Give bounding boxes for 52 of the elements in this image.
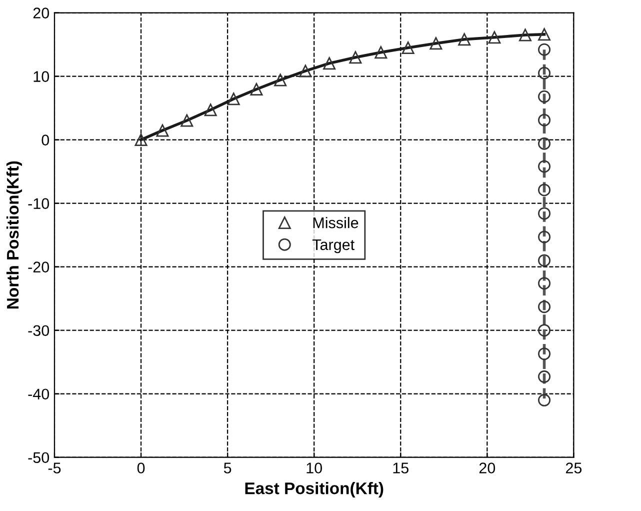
x-tick-label: 25 (566, 462, 582, 474)
point (538, 370, 551, 383)
y-tick-label: -50 (28, 452, 50, 464)
y-tick-label: -40 (28, 388, 50, 400)
point (538, 230, 551, 244)
point (156, 124, 169, 137)
point (134, 134, 148, 146)
point (430, 37, 442, 50)
x-tick-label: 20 (479, 462, 496, 474)
x-tick-label: -5 (48, 462, 61, 474)
y-tick-label: 10 (34, 71, 50, 82)
point (538, 43, 551, 56)
point (349, 51, 362, 64)
point (458, 33, 471, 46)
point (538, 207, 551, 220)
point (538, 137, 551, 150)
point (402, 41, 414, 54)
point (227, 92, 240, 106)
y-tick-label: -10 (28, 198, 50, 209)
x-tick-label: 15 (393, 462, 408, 474)
point (488, 31, 501, 44)
point (323, 57, 336, 70)
legend-label: Target (312, 239, 354, 254)
point (299, 64, 312, 78)
point (374, 46, 388, 59)
point (538, 160, 551, 173)
point (538, 254, 551, 267)
point (274, 74, 287, 86)
point (538, 348, 551, 360)
point (538, 324, 551, 337)
x-tick-label: 0 (137, 462, 145, 474)
point (538, 66, 551, 80)
x-axis-title: East Position(Kft) (245, 482, 384, 498)
point (538, 90, 551, 103)
point (204, 104, 217, 116)
x-tick-label: 10 (306, 462, 322, 474)
point (538, 114, 551, 126)
y-tick-label: 20 (33, 8, 50, 18)
legend-label: Missile (313, 217, 358, 228)
y-tick-label: 0 (42, 134, 50, 146)
y-tick-label: -20 (28, 262, 50, 272)
point (518, 28, 532, 42)
point (538, 394, 551, 406)
point (180, 114, 194, 127)
point (538, 300, 551, 314)
point (538, 28, 551, 41)
point (538, 184, 551, 196)
y-axis-title: North Position(Kft) (6, 161, 22, 308)
y-tick-label: -30 (28, 325, 50, 336)
point (538, 277, 551, 290)
x-tick-label: 5 (224, 462, 232, 474)
point (250, 82, 263, 96)
